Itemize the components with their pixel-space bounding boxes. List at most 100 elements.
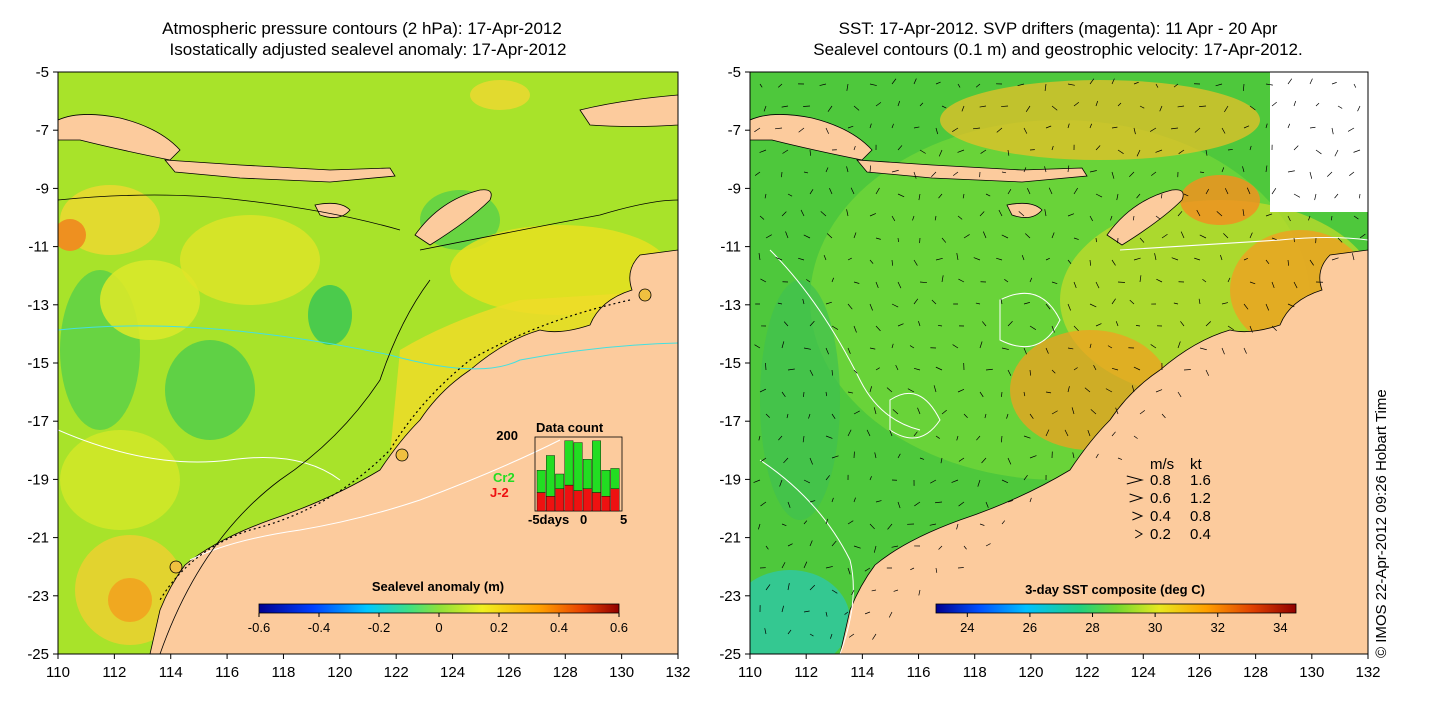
colorbar-tick-label: 32	[1211, 620, 1225, 635]
legend-kt: 1.6	[1190, 472, 1211, 489]
lon-tick-label: 130	[1299, 664, 1324, 681]
lat-tick-label: -13	[27, 297, 49, 314]
legend-header-ms: m/s	[1150, 456, 1174, 473]
lon-tick-label: 120	[1018, 664, 1043, 681]
lon-tick-label: 118	[271, 664, 295, 681]
lat-tick-label: -25	[27, 646, 49, 663]
colorbar-tick-label: 28	[1085, 620, 1099, 635]
colorbar-tick-label: -0.6	[248, 620, 270, 635]
lat-tick-label: -15	[719, 355, 741, 372]
colorbar-tick-label: 0.4	[550, 620, 568, 635]
positive-anomaly-blob	[60, 430, 180, 530]
legend-ms: 0.8	[1150, 472, 1171, 489]
lat-tick-label: -19	[27, 471, 49, 488]
legend-ms: 0.6	[1150, 490, 1171, 507]
lon-tick-label: 132	[665, 664, 690, 681]
tide-gauge-marker	[170, 561, 182, 573]
negative-anomaly-blob	[308, 285, 352, 345]
lon-tick-label: 112	[102, 664, 126, 681]
positive-anomaly-blob	[54, 219, 86, 251]
cr2-count-bar	[583, 459, 591, 489]
j2-label: J-2	[490, 485, 509, 500]
lon-tick-label: 128	[1243, 664, 1268, 681]
legend-kt: 1.2	[1190, 490, 1211, 507]
data-count-title: Data count	[536, 420, 604, 435]
negative-anomaly-blob	[165, 340, 255, 440]
lon-tick-label: 126	[496, 664, 521, 681]
j2-count-bar	[537, 493, 545, 512]
j2-count-bar	[574, 491, 582, 511]
lat-tick-label: -9	[728, 180, 741, 197]
cr2-label: Cr2	[493, 470, 515, 485]
lat-tick-label: -21	[719, 530, 741, 547]
lon-tick-label: 124	[440, 664, 465, 681]
colorbar-tick-label: 0	[435, 620, 442, 635]
lon-tick-label: 110	[738, 664, 762, 681]
cr2-count-bar	[574, 443, 582, 491]
lat-tick-label: -9	[36, 180, 49, 197]
left-colorbar-label: Sealevel anomaly (m)	[372, 579, 504, 594]
lon-tick-label: 126	[1187, 664, 1212, 681]
j2-count-bar	[546, 496, 554, 511]
left-title-line2: Isostatically adjusted sealevel anomaly:…	[170, 40, 567, 59]
data-count-ymax: 200	[496, 428, 518, 443]
cloud-mask	[1270, 72, 1368, 212]
cr2-count-bar	[537, 470, 545, 492]
cr2-count-bar	[602, 470, 610, 496]
right-colorbar	[936, 604, 1296, 613]
sst-hot-region	[1180, 175, 1260, 225]
colorbar-tick-label: 34	[1273, 620, 1287, 635]
count-xlabel-end: 5	[620, 512, 627, 527]
lon-tick-label: 116	[215, 664, 239, 681]
lat-tick-label: -17	[27, 413, 49, 430]
sst-warm-region	[940, 80, 1260, 160]
lon-tick-label: 118	[963, 664, 987, 681]
count-xlabel-mid: 0	[580, 512, 587, 527]
legend-ms: 0.2	[1150, 526, 1171, 543]
colorbar-tick-label: 30	[1148, 620, 1162, 635]
legend-kt: 0.4	[1190, 526, 1211, 543]
j2-count-bar	[583, 489, 591, 511]
lat-tick-label: -21	[27, 530, 49, 547]
colorbar-tick-label: 24	[960, 620, 974, 635]
lon-tick-label: 130	[609, 664, 634, 681]
lon-tick-label: 120	[327, 664, 352, 681]
positive-anomaly-blob	[108, 578, 152, 622]
positive-anomaly-blob	[470, 80, 530, 110]
lat-tick-label: -11	[720, 239, 741, 256]
legend-header-kt: kt	[1190, 456, 1203, 473]
tide-gauge-marker	[396, 449, 408, 461]
lat-tick-label: -5	[36, 64, 49, 81]
colorbar-tick-label: 0.6	[610, 620, 628, 635]
cr2-count-bar	[565, 441, 573, 485]
sst-cool-region	[760, 280, 840, 520]
sst-cool-region	[730, 570, 850, 670]
tide-gauge-marker	[639, 289, 651, 301]
legend-kt: 0.8	[1190, 508, 1211, 525]
lon-tick-label: 122	[1075, 664, 1100, 681]
lat-tick-label: -5	[728, 64, 741, 81]
colorbar-tick-label: 26	[1023, 620, 1037, 635]
lon-tick-label: 114	[850, 664, 874, 681]
cr2-count-bar	[555, 474, 563, 489]
lon-tick-label: 112	[794, 664, 818, 681]
left-colorbar	[259, 604, 619, 613]
lat-tick-label: -25	[719, 646, 741, 663]
lon-tick-label: 128	[553, 664, 578, 681]
lat-tick-label: -7	[36, 122, 49, 139]
colorbar-tick-label: -0.4	[308, 620, 330, 635]
lon-tick-label: 122	[384, 664, 409, 681]
lon-tick-label: 124	[1131, 664, 1156, 681]
left-title-line1: Atmospheric pressure contours (2 hPa): 1…	[162, 19, 562, 38]
j2-count-bar	[555, 489, 563, 511]
right-title-line1: SST: 17-Apr-2012. SVP drifters (magenta)…	[839, 19, 1278, 38]
right-map	[730, 72, 1380, 670]
j2-count-bar	[611, 489, 619, 511]
lat-tick-label: -11	[28, 239, 49, 256]
legend-ms: 0.4	[1150, 508, 1171, 525]
lat-tick-label: -23	[719, 588, 741, 605]
colorbar-tick-label: -0.2	[368, 620, 390, 635]
cr2-count-bar	[611, 468, 619, 488]
right-title-line2: Sealevel contours (0.1 m) and geostrophi…	[813, 40, 1302, 59]
